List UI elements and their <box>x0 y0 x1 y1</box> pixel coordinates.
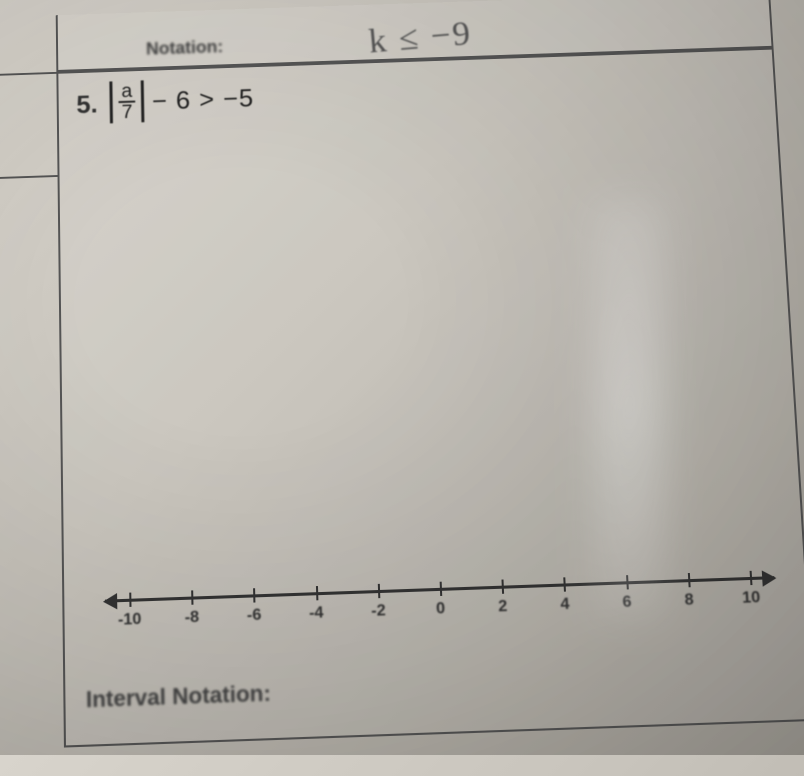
tick-label: -10 <box>118 611 142 630</box>
tick-mark <box>316 586 318 600</box>
problem-5-box: 5. a 7 − 6 > −5 -10 -8 -6 -4 -2 0 2 4 6 8 10 Inter… <box>56 48 804 748</box>
tick-label: 8 <box>684 591 694 610</box>
tick-mark <box>440 582 443 596</box>
tick-mark <box>564 577 567 591</box>
tick-mark <box>129 593 131 607</box>
tick-label: 0 <box>436 600 446 619</box>
number-line: -10 -8 -6 -4 -2 0 2 4 6 8 10 <box>105 556 777 641</box>
fraction-numerator: a <box>118 82 135 103</box>
fraction-denominator: 7 <box>119 102 136 122</box>
tick-label: 6 <box>622 593 632 612</box>
inequality-rest: − 6 > −5 <box>152 83 255 116</box>
tick-mark <box>626 575 629 589</box>
fraction: a 7 <box>118 82 135 123</box>
tick-label: 2 <box>498 598 508 617</box>
tick-mark <box>191 590 193 604</box>
tick-mark <box>253 588 255 602</box>
prev-notation-label: Notation: <box>146 37 224 59</box>
arrow-right-icon <box>762 570 777 587</box>
tick-label: 4 <box>560 596 570 615</box>
tick-label: -4 <box>309 604 324 623</box>
tick-mark <box>688 573 691 587</box>
abs-bar-right <box>141 80 145 122</box>
tick-label: -6 <box>247 606 262 625</box>
problem-number: 5. <box>76 90 98 120</box>
tick-label: -8 <box>184 609 199 628</box>
tick-label: 10 <box>742 589 761 608</box>
left-margin-stub <box>0 72 60 179</box>
interval-notation-label: Interval Notation: <box>86 680 271 713</box>
tick-mark <box>502 579 505 593</box>
inequality-expression: a 7 − 6 > −5 <box>107 77 254 124</box>
tick-label: -2 <box>371 602 386 621</box>
tick-mark <box>750 571 753 585</box>
abs-bar-left <box>109 81 113 123</box>
tick-mark <box>378 584 381 598</box>
worksheet-page: Notation: k ≤ −9 5. a 7 − 6 > −5 -10-8-6… <box>0 0 804 776</box>
